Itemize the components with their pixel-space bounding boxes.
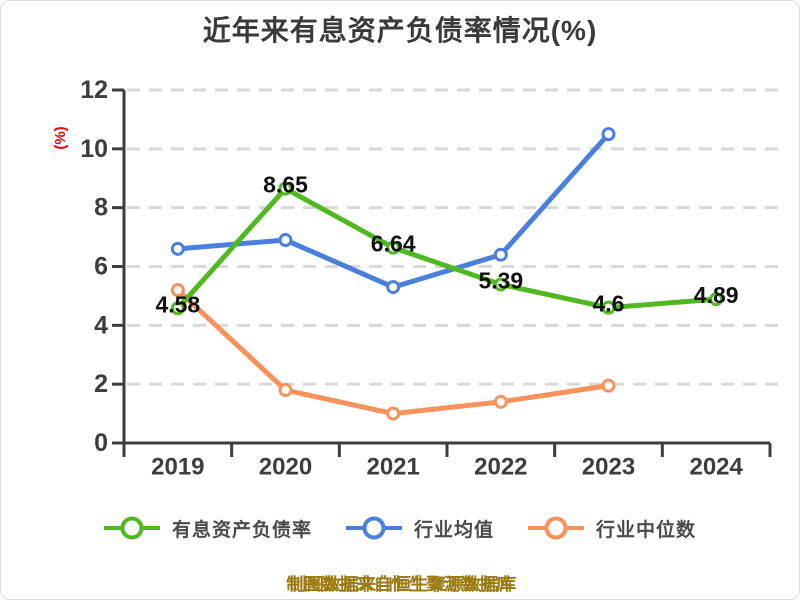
y-tick-label: 6 <box>94 253 108 281</box>
legend-label-industry-median: 行业中位数 <box>596 519 697 541</box>
data-point <box>601 127 616 142</box>
legend-marker-green <box>103 516 160 540</box>
legend-marker-orange <box>528 516 584 540</box>
legend-label-industry-mean: 行业均值 <box>413 519 494 541</box>
data-point <box>493 394 508 409</box>
y-tick-label: 4 <box>94 311 108 339</box>
data-point <box>709 292 724 307</box>
legend: 有息资产负债率 行业均值 行业中位数 <box>1 514 799 542</box>
data-point <box>601 378 616 393</box>
x-tick-label: 2020 <box>259 454 312 481</box>
legend-item-industry-mean: 行业均值 <box>345 514 494 542</box>
series-0-line <box>170 181 724 316</box>
data-point <box>278 233 293 248</box>
data-point <box>386 406 401 421</box>
legend-item-industry-median: 行业中位数 <box>528 514 696 542</box>
series-1-line <box>170 127 616 295</box>
data-source-note: 制图数据来自恒生聚源数据库 <box>286 575 514 594</box>
legend-item-main-series: 有息资产负债率 <box>103 514 312 542</box>
data-label: 4.58 <box>155 291 200 317</box>
data-label: 5.39 <box>478 267 523 293</box>
legend-label-main-series: 有息资产负债率 <box>171 519 312 541</box>
data-labels: 4.58 8.65 6.64 5.39 4.6 4.89 <box>155 172 738 318</box>
plot-area: 0 2 4 6 8 10 12 2019 2020 2021 2022 2023 2024 4.58 8.6… <box>80 76 779 481</box>
x-tick-label: 2024 <box>689 454 743 481</box>
x-axis-ticks: 2019 2020 2021 2022 2023 2024 <box>122 443 772 481</box>
data-point <box>170 301 185 316</box>
x-tick-label: 2022 <box>474 454 527 481</box>
y-tick-label: 10 <box>80 135 108 163</box>
legend-marker-blue <box>345 516 402 540</box>
y-tick-label: 0 <box>94 429 108 457</box>
data-label: 4.89 <box>694 282 739 308</box>
y-tick-label: 8 <box>94 194 108 222</box>
data-point <box>601 300 616 315</box>
data-label: 6.64 <box>371 231 416 257</box>
series-2-line <box>170 283 616 421</box>
data-point <box>170 241 185 256</box>
data-point <box>386 280 401 295</box>
data-point <box>170 283 185 298</box>
x-tick-label: 2019 <box>151 454 204 481</box>
data-label: 4.6 <box>593 291 625 317</box>
data-point <box>278 383 293 398</box>
gridlines <box>127 88 779 386</box>
data-point <box>386 240 401 255</box>
chart-title: 近年来有息资产负债率情况(%) <box>202 15 598 46</box>
y-tick-label: 12 <box>80 76 108 104</box>
x-tick-label: 2023 <box>582 454 635 481</box>
y-tick-label: 2 <box>94 370 108 398</box>
data-point <box>278 181 293 196</box>
data-label: 8.65 <box>263 172 308 198</box>
data-point <box>493 247 508 262</box>
y-axis-ticks: 0 2 4 6 8 10 12 <box>80 76 124 457</box>
data-point <box>493 277 508 292</box>
x-tick-label: 2021 <box>366 454 419 481</box>
